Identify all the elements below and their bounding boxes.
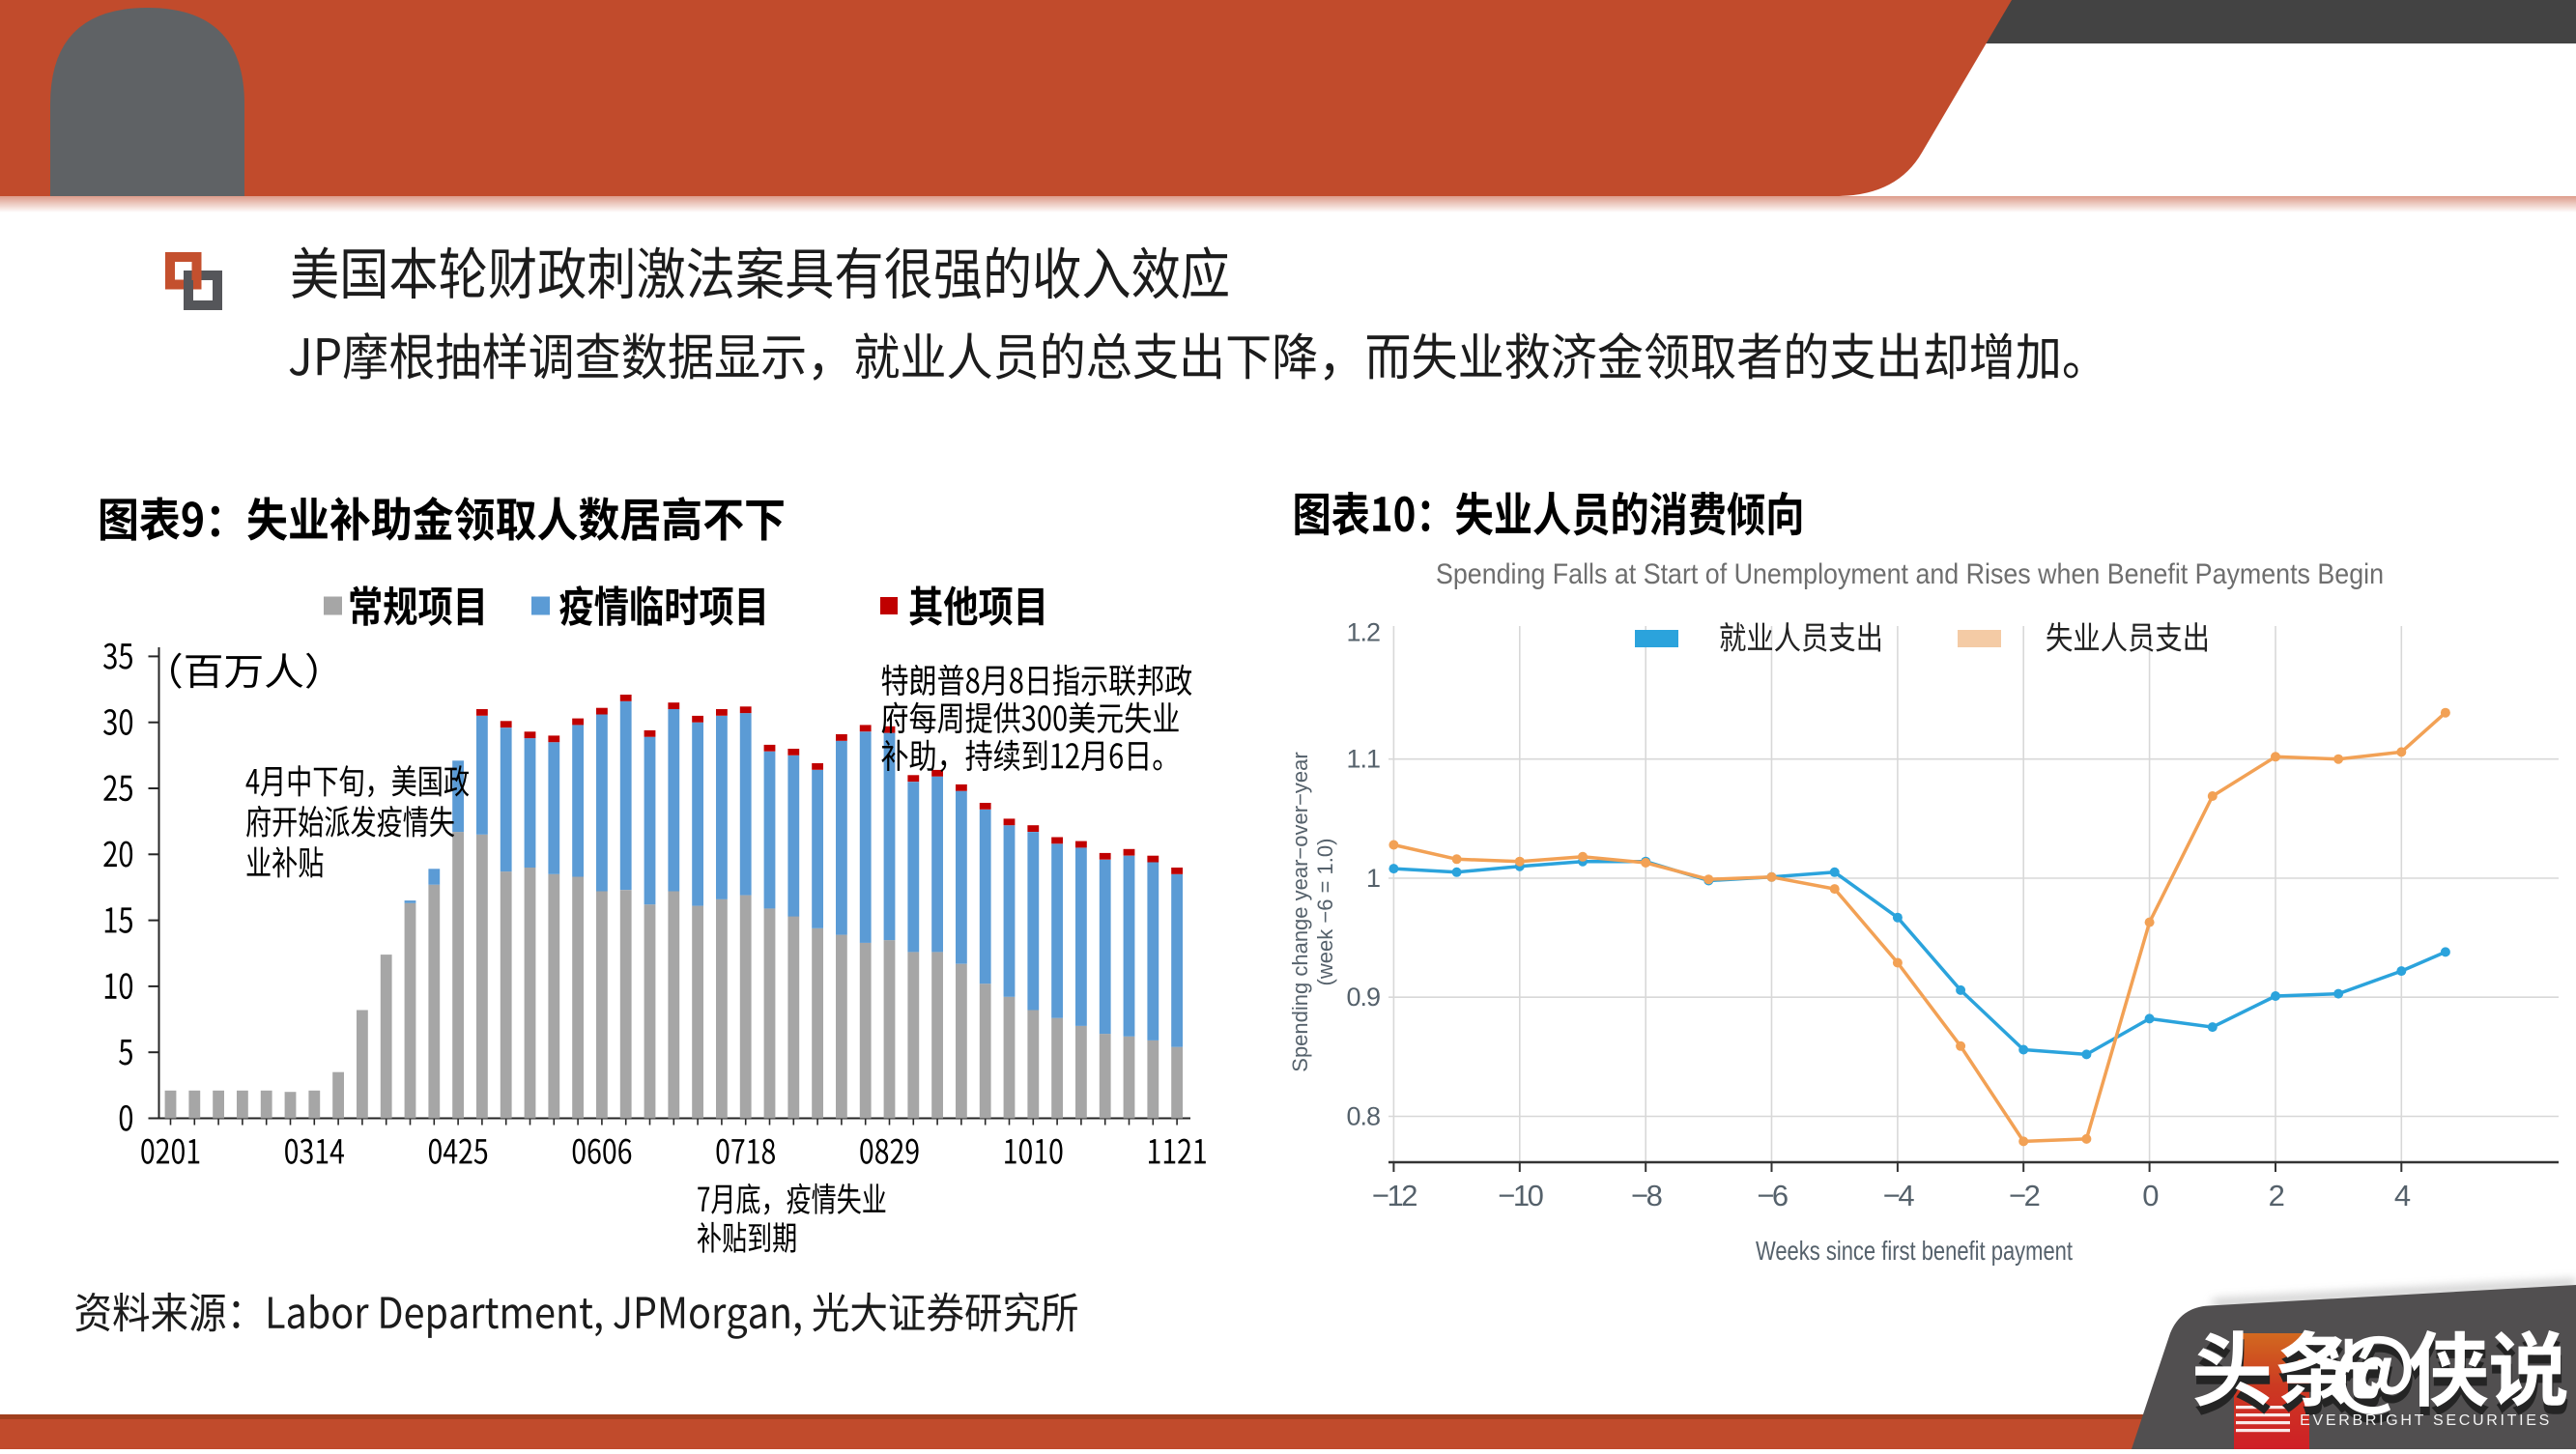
svg-text:−8: −8 xyxy=(1631,1179,1662,1212)
svg-text:1.2: 1.2 xyxy=(1346,618,1380,647)
svg-text:4: 4 xyxy=(2394,1179,2411,1212)
svg-text:1.1: 1.1 xyxy=(1346,745,1380,774)
svg-text:EVERBRIGHT SECURITIES: EVERBRIGHT SECURITIES xyxy=(2300,1412,2552,1429)
svg-text:0.9: 0.9 xyxy=(1346,983,1380,1012)
svg-text:−10: −10 xyxy=(1498,1179,1543,1212)
svg-text:−4: −4 xyxy=(1883,1179,1915,1212)
svg-text:0: 0 xyxy=(2142,1179,2159,1212)
svg-text:1: 1 xyxy=(1366,864,1380,893)
svg-text:−12: −12 xyxy=(1372,1179,1417,1212)
svg-text:(week −6 = 1.0): (week −6 = 1.0) xyxy=(1313,839,1337,986)
svg-text:0.8: 0.8 xyxy=(1346,1102,1380,1131)
svg-text:Spending change year−over−year: Spending change year−over−year xyxy=(1288,752,1312,1071)
svg-text:−2: −2 xyxy=(2009,1179,2040,1212)
svg-text:2: 2 xyxy=(2269,1179,2284,1212)
svg-text:Spending Falls at Start of Une: Spending Falls at Start of Unemployment … xyxy=(1436,558,2384,590)
svg-text:Weeks since first benefit paym: Weeks since first benefit payment xyxy=(1756,1236,2073,1266)
svg-text:−6: −6 xyxy=(1757,1179,1788,1212)
